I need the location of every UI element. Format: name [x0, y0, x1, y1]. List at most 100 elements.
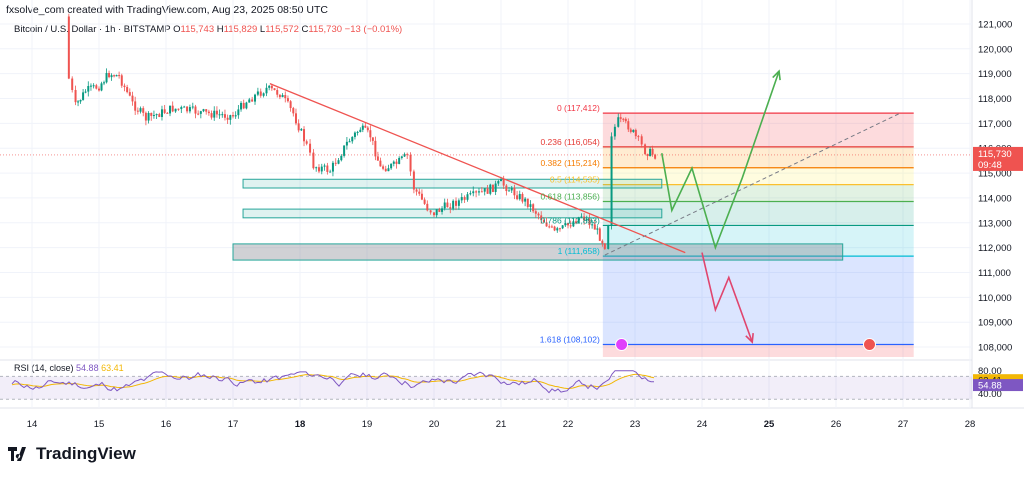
fib-extension-band — [602, 256, 914, 345]
candle-body — [294, 113, 297, 124]
bearish-projection-arrow-arrowhead — [745, 333, 754, 344]
symbol-name[interactable]: Bitcoin / U.S. Dollar · 1h · BITSTAMP — [14, 24, 171, 35]
candle-body — [270, 85, 273, 89]
candle-body — [215, 110, 218, 115]
candle-body — [276, 90, 279, 95]
candle-body — [409, 154, 412, 172]
price-axis[interactable]: 121,000120,000119,000118,000117,000116,0… — [978, 19, 1012, 400]
candle-body — [558, 228, 561, 230]
fib-level-label: 0.382 (115,214) — [540, 158, 600, 168]
candle-body — [74, 89, 77, 103]
bearish-projection-arrow — [701, 252, 754, 343]
fib-band — [602, 146, 914, 168]
candle-body — [398, 157, 401, 164]
candle-body — [331, 162, 334, 172]
time-tick-label: 18 — [295, 419, 306, 430]
candle-body — [343, 145, 346, 156]
candle-body — [226, 117, 229, 120]
time-tick-label: 27 — [898, 419, 909, 430]
candle-body — [300, 129, 303, 131]
candle-body — [534, 211, 537, 214]
price-tick-label: 120,000 — [978, 44, 1012, 55]
candle-body — [232, 115, 234, 117]
support-zones[interactable] — [232, 178, 844, 261]
candle-body — [637, 136, 640, 138]
rsi-ma-line — [11, 373, 655, 390]
candle-body — [134, 101, 137, 111]
candle-body — [284, 95, 287, 99]
fibonacci-labels: 0 (117,412) 0.236 (116,054) 0.382 (115,214… — [540, 103, 600, 344]
candle-body — [207, 111, 210, 114]
candle-body — [248, 99, 251, 103]
candle-body — [115, 75, 118, 77]
candle-body — [518, 194, 521, 200]
candle-body — [426, 203, 429, 211]
fibonacci-retracement[interactable] — [602, 112, 914, 357]
bullish-projection-arrow-arrowhead — [772, 69, 781, 81]
high-label: H — [216, 24, 224, 35]
rsi-pane[interactable] — [0, 370, 972, 400]
candle-body — [303, 129, 306, 142]
candle-body — [171, 105, 174, 112]
candle-body — [281, 95, 284, 98]
candle-body — [197, 113, 200, 115]
candle-body — [177, 108, 180, 110]
projection-drawings[interactable] — [269, 69, 900, 344]
candle-body — [542, 220, 545, 223]
time-tick-label: 16 — [161, 419, 172, 430]
candle-body — [406, 154, 409, 156]
candle-body — [292, 108, 295, 114]
candle-body — [466, 194, 469, 200]
candle-body — [412, 171, 415, 190]
candle-body — [139, 108, 142, 112]
candle-body — [537, 213, 540, 216]
change-value: −13 (−0.01%) — [344, 24, 403, 35]
candle-body — [323, 165, 326, 167]
candle-body — [89, 85, 92, 87]
candle-body — [588, 218, 591, 226]
candle-body — [221, 114, 224, 116]
candle-body — [438, 209, 441, 212]
candle-body — [169, 105, 172, 114]
fib-level-label: 1.618 (108,102) — [540, 335, 600, 345]
candle-body — [529, 204, 532, 207]
candle-body — [71, 78, 74, 90]
event-icon — [615, 338, 629, 352]
candle-body — [403, 154, 406, 157]
candle-body — [108, 72, 111, 78]
candle-body — [259, 91, 262, 96]
candle-body — [634, 129, 637, 137]
rsi-tick-label: 40.00 — [978, 389, 1002, 400]
candle-body — [202, 109, 205, 112]
candle-body — [77, 101, 80, 103]
candle-body — [457, 200, 460, 206]
rsi-tag — [973, 379, 1023, 392]
candle-body — [218, 114, 221, 116]
time-tick-label: 26 — [831, 419, 842, 430]
candle-body — [649, 148, 652, 157]
candle-body — [596, 228, 599, 230]
candle-body — [166, 112, 169, 114]
price-tick-label: 118,000 — [978, 94, 1012, 105]
candle-body — [242, 102, 245, 109]
price-chart[interactable]: 0 (117,412) 0.236 (116,054) 0.382 (115,214… — [0, 0, 1024, 440]
rsi-tick-label: 80.00 — [978, 366, 1002, 377]
candle-body — [460, 197, 463, 201]
rsi-ma-value: 63.41 — [101, 363, 124, 373]
candle-body — [583, 216, 586, 221]
candle-body — [142, 108, 145, 113]
candle-body — [128, 92, 131, 96]
candle-body — [95, 85, 98, 89]
time-axis[interactable]: 14 15 16 17 18 19 20 21 22 23 24 25 26 27 28 — [27, 419, 976, 430]
support-zone — [242, 208, 663, 219]
candle-body — [180, 107, 183, 110]
tradingview-logo: TradingView — [8, 444, 136, 464]
candle-body — [315, 167, 318, 169]
candle-body — [433, 212, 435, 216]
candle-body — [366, 127, 369, 131]
candle-body — [443, 202, 446, 209]
rsi-label[interactable]: RSI (14, close) — [14, 363, 74, 373]
candle-body — [364, 125, 367, 128]
candle-body — [229, 115, 232, 120]
candle-body — [334, 162, 337, 164]
